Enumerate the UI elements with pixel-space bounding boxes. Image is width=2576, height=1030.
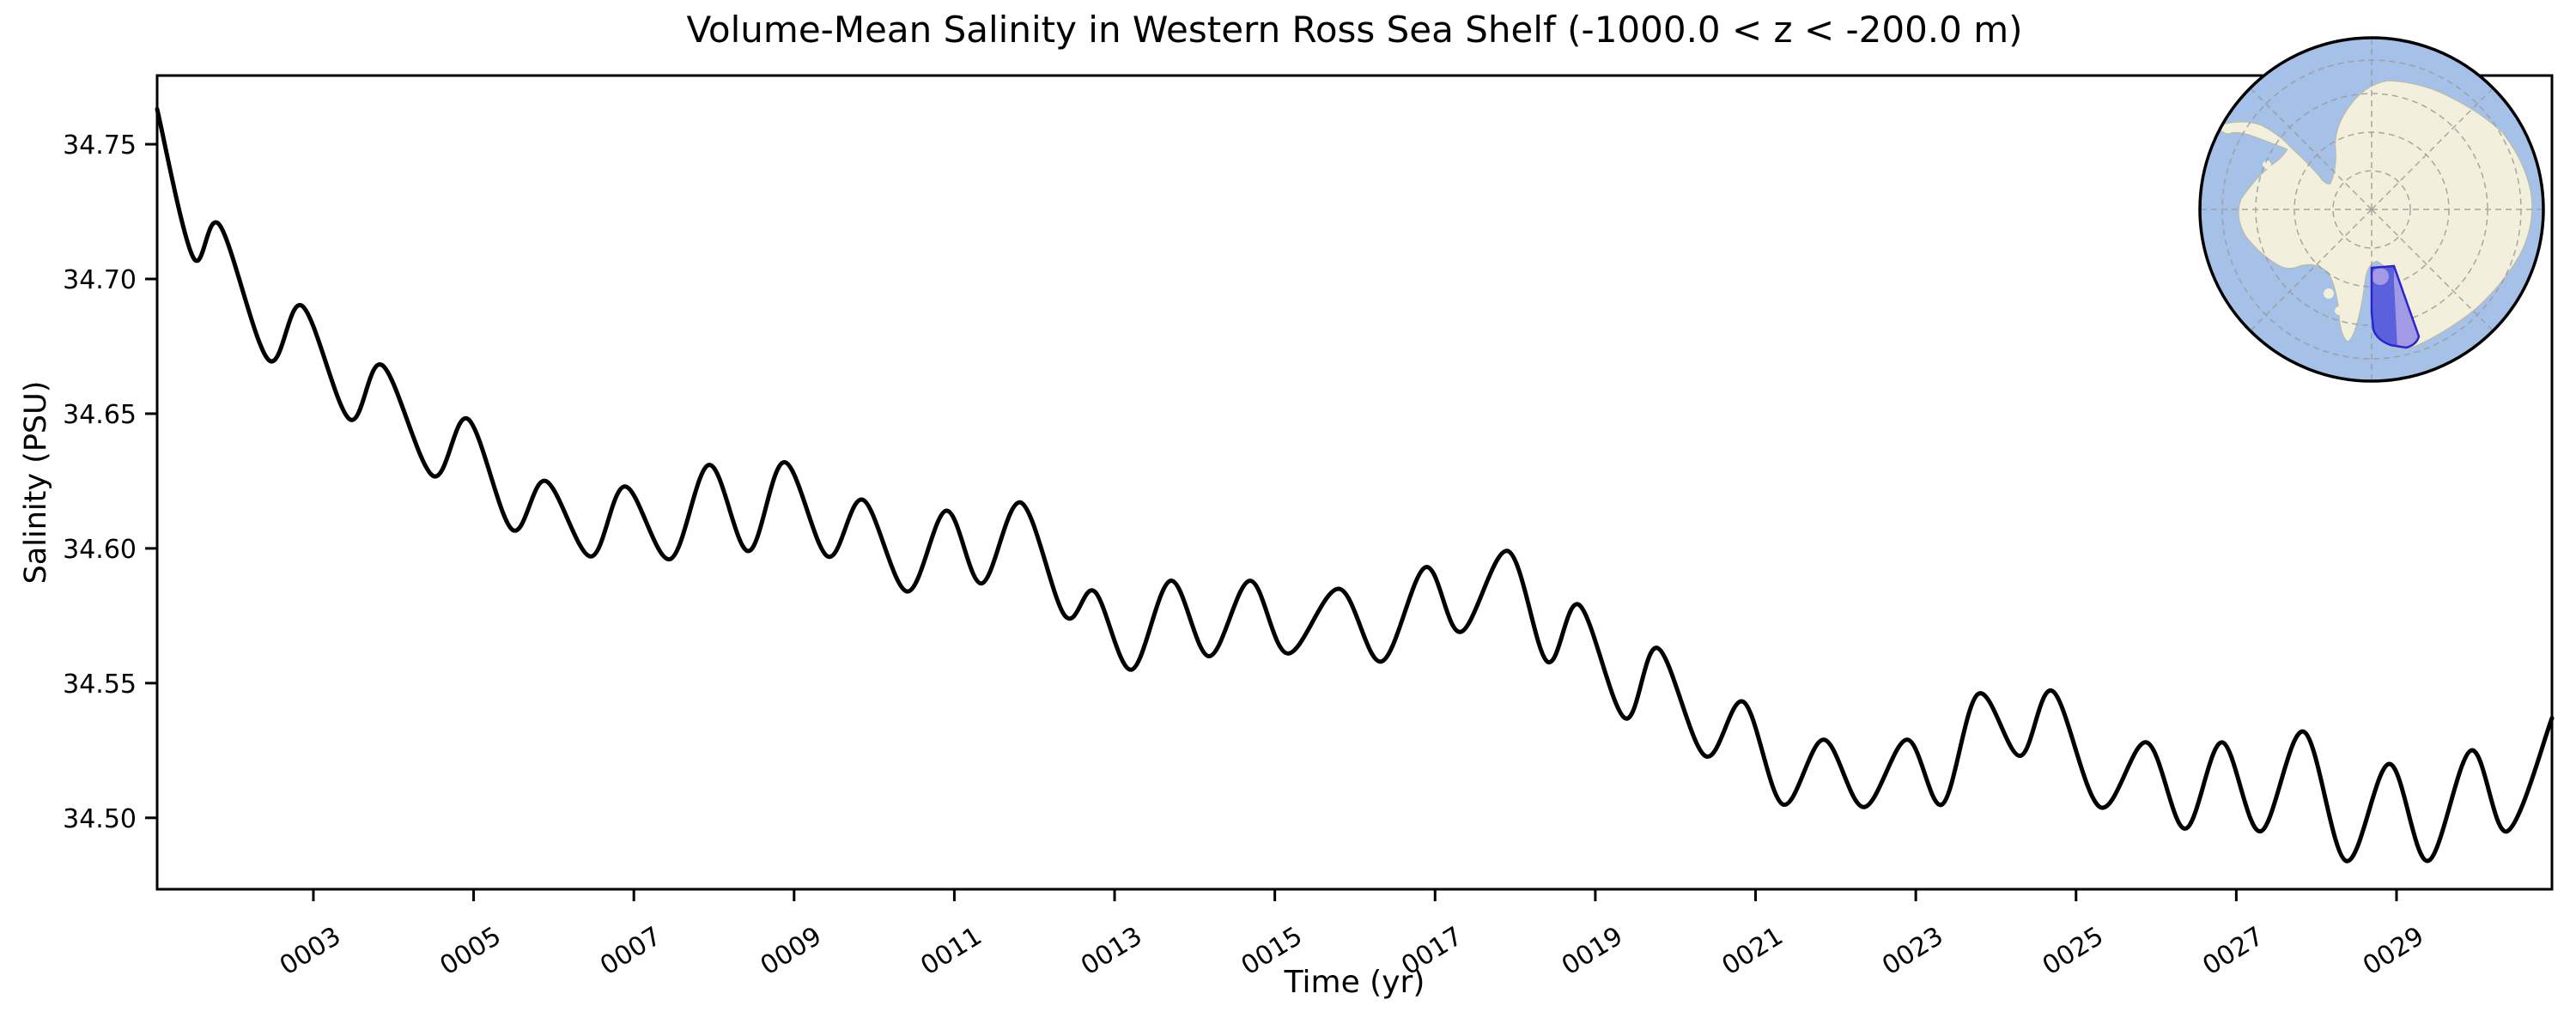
x-tick-label: 0003: [275, 921, 346, 981]
y-tick-label: 34.70: [63, 265, 137, 295]
x-tick-label: 0009: [756, 921, 827, 981]
y-tick-label: 34.65: [63, 400, 137, 430]
y-tick-label: 34.75: [63, 130, 137, 161]
axes: 0003 0005 0007 0009 0011 0013 0015 0017 0019 0021…: [63, 74, 2554, 981]
x-tick-label: 0025: [2038, 921, 2109, 981]
x-tick-label: 0013: [1076, 921, 1147, 981]
region-highlight-border: [2370, 264, 2421, 349]
x-tick-label: 0005: [435, 921, 507, 981]
antarctica-inset-map: [2198, 36, 2545, 383]
x-tick-label: 0021: [1716, 921, 1788, 981]
graticule-meridian: [2250, 88, 2372, 210]
graticule-meridian: [2371, 209, 2494, 331]
salinity-series-line: [155, 106, 2555, 863]
x-tick-label: 0023: [1877, 921, 1948, 981]
x-tick-label: 0015: [1236, 921, 1308, 981]
x-tick-label: 0027: [2197, 921, 2269, 981]
x-tick-label: 0011: [915, 921, 987, 981]
island: [2335, 306, 2343, 315]
ross-island: [2372, 268, 2389, 285]
graticule-meridian: [2250, 209, 2372, 331]
graticule-meridian: [2371, 88, 2494, 210]
series-layer: [155, 106, 2555, 863]
island: [2281, 186, 2293, 198]
plot-border: [155, 74, 2554, 891]
x-tick-label: 0019: [1557, 921, 1628, 981]
island: [2291, 215, 2301, 225]
x-axis-title: Time (yr): [1284, 965, 1425, 1000]
x-tick-label: 0017: [1396, 921, 1467, 981]
y-tick-label: 34.60: [63, 535, 137, 565]
x-tick-label: 0029: [2358, 921, 2429, 981]
x-tick-label: 0007: [595, 921, 666, 981]
region-highlight-ocean-part: [2372, 266, 2397, 347]
y-tick-label: 34.55: [63, 670, 137, 700]
island: [2324, 288, 2334, 299]
chart-title: Volume-Mean Salinity in Western Ross Sea…: [686, 9, 2023, 51]
y-tick-label: 34.50: [63, 804, 137, 834]
graticule-parallel: [2332, 170, 2411, 249]
island: [2263, 161, 2271, 169]
